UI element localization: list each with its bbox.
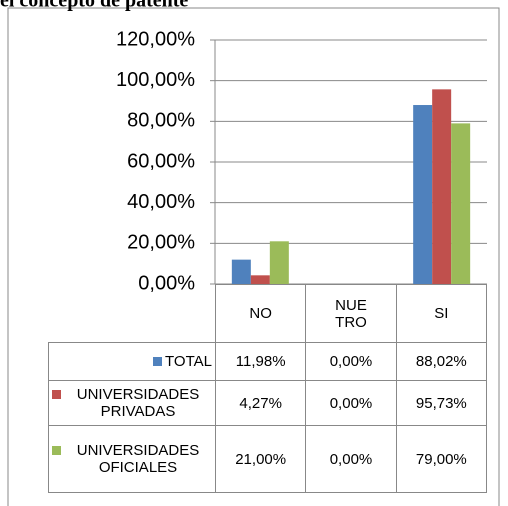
data-value: 0,00% [305, 425, 397, 493]
legend-entry: TOTAL [52, 353, 212, 370]
table-row: TOTAL 11,98% 0,00% 88,02% [48, 342, 488, 381]
legend-label: UNIVERSIDADES PRIVADAS [76, 386, 200, 420]
category-label: NO [214, 284, 307, 343]
category-label: NUE TRO [305, 284, 397, 343]
table-row: UNIVERSIDADES PRIVADAS 4,27% 0,00% 95,73% [48, 380, 488, 426]
bar [269, 241, 289, 284]
data-value: 21,00% [214, 425, 307, 493]
legend-entry: UNIVERSIDADES PRIVADAS [52, 386, 212, 420]
data-value: 0,00% [305, 380, 397, 426]
data-value: 0,00% [305, 342, 397, 381]
y-tick-label: 120,00% [116, 28, 195, 50]
y-tick-label: 40,00% [127, 191, 195, 213]
y-tick-label: 100,00% [116, 69, 195, 91]
chart-border [7, 7, 500, 506]
row-header: TOTAL [48, 342, 216, 381]
table-row: UNIVERSIDADES OFICIALES 21,00% 0,00% 79,00% [48, 425, 488, 493]
bar [432, 89, 452, 284]
legend-entry: UNIVERSIDADES OFICIALES [52, 442, 212, 476]
bar [250, 275, 270, 284]
bar [413, 105, 433, 284]
data-table: NO NUE TRO SI TOTAL 11,98% 0,00% 88,02% UNIVERS… [48, 284, 488, 493]
y-tick-label: 20,00% [127, 232, 195, 254]
legend-key [52, 390, 61, 399]
bar [231, 259, 251, 284]
bar [451, 123, 471, 284]
data-value: 4,27% [214, 380, 307, 426]
legend-key [52, 446, 61, 455]
data-value: 79,00% [395, 425, 488, 493]
row-header: UNIVERSIDADES OFICIALES [48, 425, 216, 493]
category-label: SI [395, 284, 488, 343]
legend-key [153, 357, 163, 366]
y-tick-label: 80,00% [127, 110, 195, 132]
legend-label: TOTAL [165, 353, 212, 370]
table-header-row: NO NUE TRO SI [48, 284, 488, 343]
data-value: 88,02% [395, 342, 488, 381]
chart-title: el concepto de patente [0, 0, 188, 12]
legend-label: UNIVERSIDADES OFICIALES [76, 442, 200, 476]
row-header: UNIVERSIDADES PRIVADAS [48, 380, 216, 426]
data-value: 95,73% [395, 380, 488, 426]
y-tick-label: 60,00% [127, 150, 195, 172]
table-corner [48, 284, 216, 343]
data-value: 11,98% [214, 342, 307, 381]
